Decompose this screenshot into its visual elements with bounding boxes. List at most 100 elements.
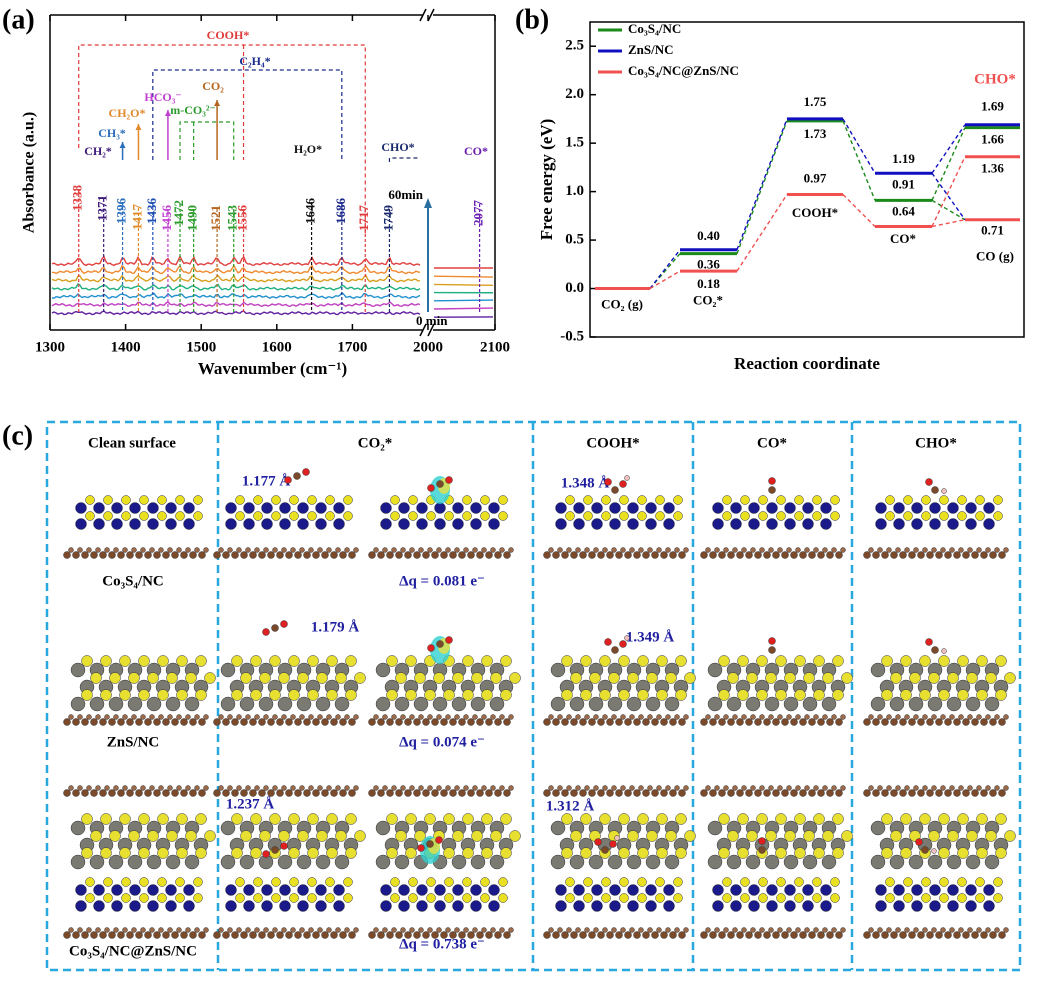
atom (938, 813, 950, 825)
atom (645, 884, 657, 896)
atom (947, 900, 959, 912)
atom (494, 551, 502, 559)
atom (993, 877, 1003, 887)
axis-break (419, 8, 435, 22)
species-label: CO* (464, 144, 488, 158)
atom (624, 931, 632, 939)
peak-label: 1338 (70, 185, 85, 212)
atom (117, 718, 125, 726)
atom (808, 718, 816, 726)
atom (433, 672, 445, 684)
atom (822, 714, 828, 720)
axis-break (419, 323, 435, 337)
atom (470, 884, 482, 896)
atom (422, 718, 430, 726)
atom (70, 820, 86, 836)
atom (886, 927, 892, 933)
atom (467, 718, 475, 726)
atom (794, 689, 806, 701)
atom (609, 840, 617, 848)
atom (108, 551, 116, 559)
atom (375, 820, 391, 836)
peak-label: 1472 (171, 200, 186, 226)
atom (967, 547, 973, 553)
atom (326, 813, 338, 825)
atom (427, 785, 433, 791)
spectrum (51, 301, 421, 308)
atom (135, 931, 143, 939)
atom (904, 927, 910, 933)
atom (285, 718, 293, 726)
atom (194, 714, 200, 720)
atom (276, 551, 284, 559)
atom (193, 893, 203, 903)
atom (391, 714, 397, 720)
atom (949, 927, 955, 933)
atom (321, 931, 329, 939)
atom (231, 689, 243, 701)
atom (620, 547, 626, 553)
atom (886, 785, 892, 791)
atom (416, 884, 428, 896)
atom (947, 518, 959, 530)
atom (281, 785, 287, 791)
atom (90, 551, 98, 559)
atom (285, 551, 293, 559)
atom (684, 830, 696, 842)
atom (790, 931, 798, 939)
atom (741, 785, 747, 791)
atom (989, 718, 997, 726)
atom (158, 714, 164, 720)
atom (269, 689, 281, 701)
y-axis-label: Free energy (eV) (537, 119, 556, 240)
atom (890, 789, 898, 797)
atom (663, 518, 675, 530)
atom (637, 877, 647, 887)
atom (408, 893, 418, 903)
atom (253, 893, 263, 903)
panel-label: (b) (515, 4, 549, 35)
atom (131, 785, 137, 791)
atom (583, 877, 593, 887)
atom (763, 551, 771, 559)
value-label: 0.18 (697, 276, 720, 291)
atom (452, 518, 464, 530)
atom (500, 689, 512, 701)
atom (147, 900, 159, 912)
atom (870, 820, 886, 836)
atom (890, 718, 898, 726)
atom (784, 672, 796, 684)
atom (158, 547, 164, 553)
atom (958, 714, 964, 720)
atom (705, 714, 711, 720)
atom (276, 718, 284, 726)
atom (830, 893, 840, 903)
atom (642, 718, 650, 726)
atom (375, 696, 391, 712)
atom (297, 900, 309, 912)
atom (225, 502, 237, 514)
atom (965, 502, 977, 514)
atom (913, 785, 919, 791)
atom (235, 893, 245, 903)
atom (63, 931, 71, 939)
atom (763, 931, 771, 939)
atom (756, 689, 768, 701)
atom (746, 830, 758, 842)
atom (312, 931, 320, 939)
atom (93, 518, 105, 530)
spectrum (51, 283, 421, 291)
atom (93, 884, 105, 896)
atom (499, 714, 505, 720)
atom (971, 789, 979, 797)
atom (957, 655, 969, 667)
atom (167, 714, 173, 720)
atom (413, 718, 421, 726)
atom (935, 789, 943, 797)
atom (426, 877, 436, 887)
atom (712, 900, 724, 912)
atom (835, 931, 843, 939)
atom (227, 927, 233, 933)
atom (103, 893, 113, 903)
atom (555, 502, 567, 514)
